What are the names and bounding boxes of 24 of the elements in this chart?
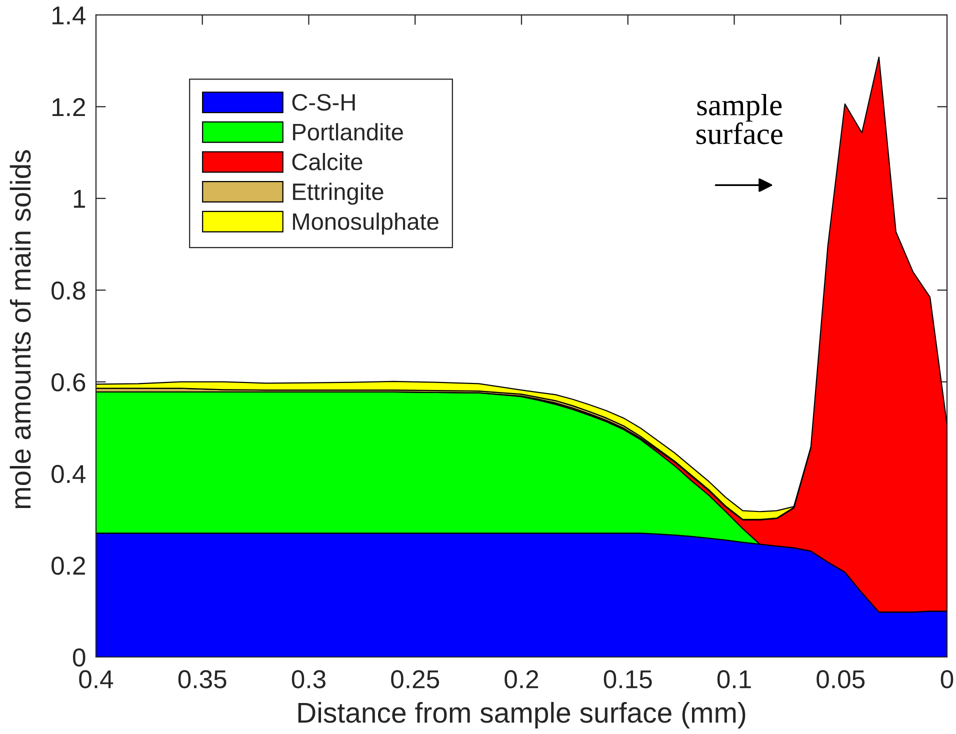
x-tick-label: 0.1 (717, 670, 751, 688)
y-tick-label: 0.4 (52, 464, 86, 484)
legend-label: C-S-H (292, 94, 355, 111)
legend-label: Monosulphate (293, 212, 438, 235)
x-tick-label: 0.35 (178, 670, 226, 688)
y-axis-title: mole amounts of main solids (10, 150, 31, 508)
y-tick-label: 0 (72, 648, 86, 667)
x-axis-title: Distance from sample surface (mm) (298, 702, 746, 728)
x-tick-label: 0.15 (604, 670, 652, 688)
x-tick-label: 0.3 (292, 670, 326, 688)
y-tick-label: 0.8 (52, 282, 86, 300)
legend-label: Portlandite (293, 123, 403, 141)
y-tick-label: 1 (74, 190, 86, 208)
y-tick-label: 0.2 (52, 556, 85, 575)
y-tick-label: 1.4 (52, 6, 86, 24)
y-tick-label: 1.2 (52, 98, 85, 116)
x-tick-label: 0.05 (816, 670, 865, 688)
y-tick-label: 0.6 (52, 373, 86, 392)
x-tick-label: 0 (940, 670, 954, 688)
legend-label: Ettringite (293, 182, 384, 205)
legend-label: Calcite (292, 152, 362, 170)
annotation: sample surface (696, 94, 782, 144)
x-tick-label: 0.25 (391, 670, 440, 688)
x-tick-label: 0.2 (504, 670, 538, 688)
